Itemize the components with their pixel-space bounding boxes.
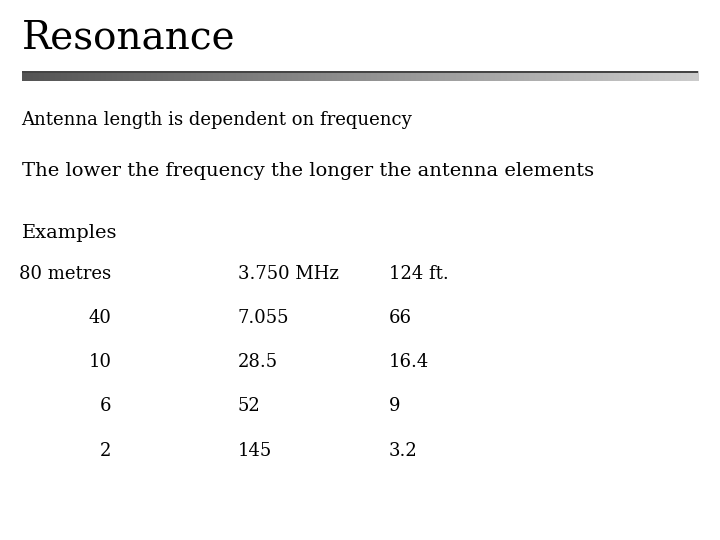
Text: 6: 6 xyxy=(100,397,112,415)
Text: 124 ft.: 124 ft. xyxy=(389,265,449,282)
Text: Examples: Examples xyxy=(22,224,117,242)
Text: Resonance: Resonance xyxy=(22,19,235,57)
Text: 10: 10 xyxy=(89,353,112,371)
Text: 3.750 MHz: 3.750 MHz xyxy=(238,265,338,282)
Text: The lower the frequency the longer the antenna elements: The lower the frequency the longer the a… xyxy=(22,162,594,180)
Text: 3.2: 3.2 xyxy=(389,442,418,460)
Text: 66: 66 xyxy=(389,309,412,327)
Text: 80 metres: 80 metres xyxy=(19,265,112,282)
Text: 16.4: 16.4 xyxy=(389,353,429,371)
Text: Antenna length is dependent on frequency: Antenna length is dependent on frequency xyxy=(22,111,413,129)
Text: 40: 40 xyxy=(89,309,112,327)
Text: 2: 2 xyxy=(100,442,112,460)
Text: 9: 9 xyxy=(389,397,400,415)
Text: 7.055: 7.055 xyxy=(238,309,289,327)
Text: 28.5: 28.5 xyxy=(238,353,278,371)
Text: 52: 52 xyxy=(238,397,261,415)
Text: 145: 145 xyxy=(238,442,272,460)
